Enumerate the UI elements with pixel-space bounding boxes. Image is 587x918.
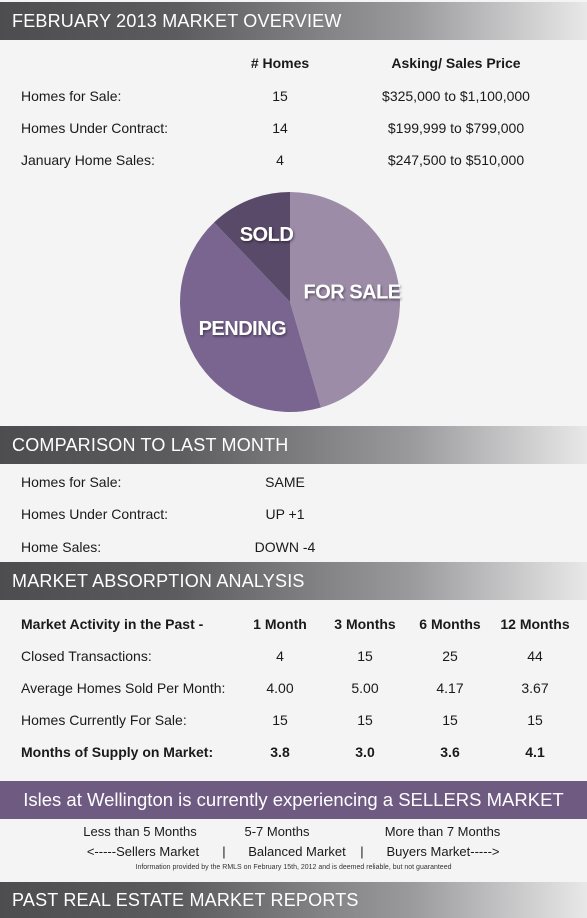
- absorption-row-label: Average Homes Sold Per Month:: [21, 680, 226, 696]
- legend-divider: |: [360, 844, 364, 859]
- absorption-cell: 15: [527, 712, 543, 728]
- absorption-row-label: Months of Supply on Market:: [21, 744, 214, 760]
- absorption-cell: 3.6: [440, 744, 460, 760]
- absorption-cell: 25: [442, 648, 458, 664]
- overview-row-price: $199,999 to $799,000: [387, 120, 525, 136]
- absorption-header-label: Market Activity in the Past -: [21, 616, 204, 632]
- legend-buyers: Buyers Market----->: [386, 844, 500, 859]
- overview-header: FEBRUARY 2013 MARKET OVERVIEW: [0, 2, 587, 40]
- pie-slice-sold: [214, 192, 290, 302]
- absorption-cell: 4.1: [525, 744, 545, 760]
- market-status-banner: Isles at Wellington is currently experie…: [0, 781, 587, 819]
- comparison-header: COMPARISON TO LAST MONTH: [0, 426, 587, 464]
- absorption-row-label: Homes Currently For Sale:: [21, 712, 187, 728]
- absorption-row-label: Closed Transactions:: [21, 648, 152, 664]
- overview-row-homes: 15: [272, 88, 288, 104]
- pie-label-for-sale: FOR SALE: [304, 281, 401, 303]
- legend-label: More than 7 Months: [384, 824, 501, 839]
- col-price-header: Asking/ Sales Price: [391, 55, 521, 71]
- pie-slice-pending: [180, 222, 321, 412]
- absorption-cell: 15: [357, 712, 373, 728]
- absorption-cell: 4.00: [266, 680, 294, 696]
- overview-row-price: $247,500 to $510,000: [387, 152, 525, 168]
- legend-sellers: <-----Sellers Market: [86, 844, 200, 859]
- overview-row-label: January Home Sales:: [21, 152, 155, 168]
- absorption-cell: 3.8: [270, 744, 290, 760]
- absorption-col-header: 6 Months: [419, 616, 481, 632]
- overview-row-price: $325,000 to $1,100,000: [382, 88, 530, 104]
- past-reports-header[interactable]: PAST REAL ESTATE MARKET REPORTS: [0, 882, 587, 918]
- absorption-cell: 4.17: [436, 680, 464, 696]
- absorption-cell: 3.0: [355, 744, 375, 760]
- overview-row-label: Homes Under Contract:: [21, 120, 169, 136]
- absorption-col-header: 12 Months: [500, 616, 570, 632]
- legend-divider: |: [222, 844, 226, 859]
- col-homes-header: # Homes: [250, 55, 310, 71]
- absorption-col-header: 1 Month: [253, 616, 307, 632]
- overview-row-homes: 4: [276, 152, 284, 168]
- overview-row-homes: 14: [272, 120, 288, 136]
- legend-balanced: Balanced Market: [248, 844, 346, 859]
- absorption-cell: 5.00: [351, 680, 379, 696]
- absorption-cell: 15: [442, 712, 458, 728]
- comparison-row-value: SAME: [265, 474, 305, 490]
- absorption-cell: 44: [527, 648, 543, 664]
- absorption-cell: 3.67: [521, 680, 549, 696]
- pie-label-sold: SOLD: [240, 224, 294, 246]
- pie-slice-for-sale: [290, 192, 400, 408]
- absorption-cell: 4: [276, 648, 284, 664]
- legend-label: Less than 5 Months: [83, 824, 197, 839]
- comparison-row-value: UP +1: [265, 506, 305, 522]
- pie-label-pending: PENDING: [199, 318, 287, 340]
- comparison-row-label: Homes for Sale:: [21, 474, 122, 490]
- comparison-row-value: DOWN -4: [254, 539, 316, 555]
- absorption-header: MARKET ABSORPTION ANALYSIS: [0, 562, 587, 600]
- market-pie-chart: FOR SALE PENDING SOLD: [180, 192, 401, 412]
- comparison-row-label: Home Sales:: [21, 539, 102, 555]
- absorption-col-header: 3 Months: [334, 616, 396, 632]
- legend-label: 5-7 Months: [244, 824, 310, 839]
- absorption-cell: 15: [357, 648, 373, 664]
- comparison-row-label: Homes Under Contract:: [21, 506, 169, 522]
- disclaimer: Information provided by the RMLS on Febr…: [135, 864, 452, 871]
- overview-row-label: Homes for Sale:: [21, 88, 122, 104]
- absorption-cell: 15: [272, 712, 288, 728]
